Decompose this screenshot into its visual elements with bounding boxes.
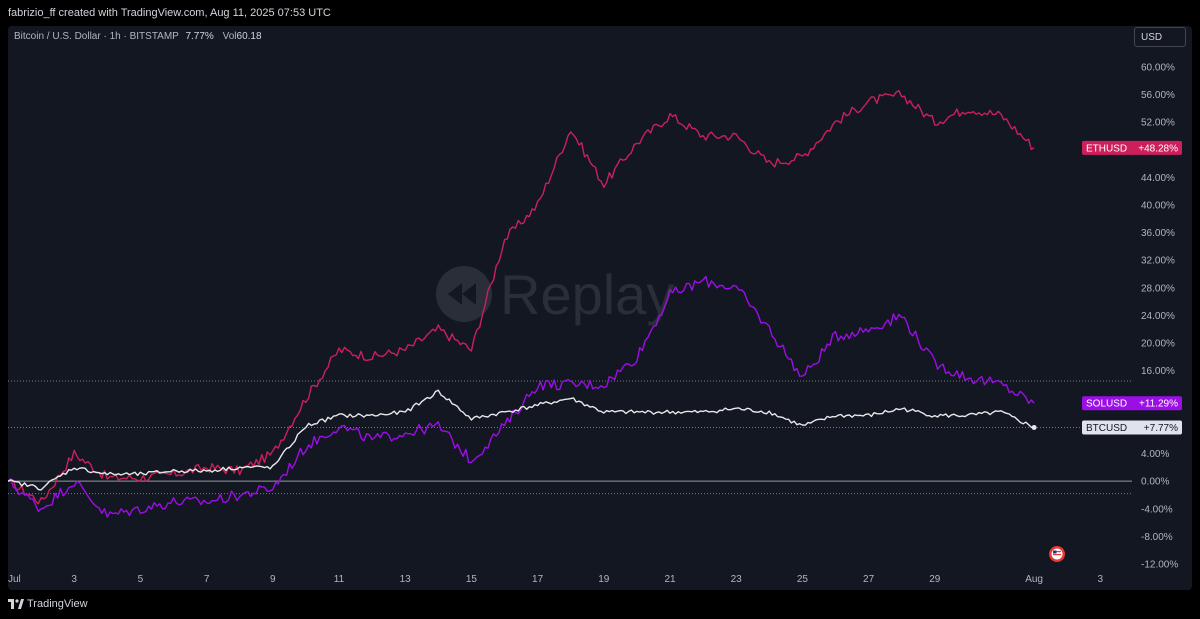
- legend-vol-label: Vol: [222, 31, 237, 42]
- legend-symbol: Bitcoin / U.S. Dollar · 1h · BITSTAMP: [14, 31, 179, 42]
- y-tick-label: 56.00%: [1141, 90, 1175, 101]
- y-tick-label: 4.00%: [1141, 449, 1169, 460]
- y-tick-label: 60.00%: [1141, 62, 1175, 73]
- x-tick-label: 9: [270, 574, 276, 585]
- currency-button[interactable]: USD: [1134, 27, 1186, 47]
- replay-watermark: Replay: [436, 263, 674, 326]
- watermark-text: Replay: [500, 263, 674, 326]
- series-line-solusd: [8, 275, 1035, 518]
- x-tick-label: Aug: [1025, 574, 1043, 585]
- series-tag-ethusd: ETHUSD +48.28%: [1082, 140, 1182, 155]
- series-tag-value: +48.28%: [1138, 143, 1178, 154]
- y-tick-label: -8.00%: [1141, 532, 1173, 543]
- tradingview-logo-icon: [8, 599, 24, 609]
- x-tick-label: 21: [664, 574, 676, 585]
- y-tick-label: 40.00%: [1141, 200, 1175, 211]
- tradingview-brand: TradingView: [27, 598, 88, 610]
- price-chart[interactable]: Replay 60.00%56.00%52.00%48.00%44.00%40.…: [8, 26, 1192, 590]
- y-tick-label: 36.00%: [1141, 228, 1175, 239]
- top-bar: fabrizio_ff created with TradingView.com…: [0, 0, 1200, 26]
- series-tag-btcusd: BTCUSD +7.77%: [1082, 420, 1182, 435]
- x-tick-label: 27: [863, 574, 875, 585]
- x-tick-label: 29: [929, 574, 941, 585]
- series-tag-solusd: SOLUSD +11.29%: [1082, 396, 1182, 411]
- x-tick-label: 3: [1098, 574, 1104, 585]
- y-tick-label: 32.00%: [1141, 256, 1175, 267]
- x-tick-label: 3: [71, 574, 77, 585]
- bottom-bar: TradingView: [0, 590, 1200, 619]
- us-flag-icon[interactable]: [1049, 546, 1065, 562]
- series-line-btcusd: [8, 389, 1035, 491]
- x-tick-label: Jul: [8, 574, 21, 585]
- legend-vol-value: 60.18: [236, 31, 262, 42]
- btcusd-last-point: [1031, 425, 1037, 431]
- series-tag-box: [1082, 420, 1182, 435]
- y-tick-label: 20.00%: [1141, 339, 1175, 350]
- series-tag-box: [1082, 396, 1182, 411]
- y-tick-label: 44.00%: [1141, 173, 1175, 184]
- legend-change: 7.77%: [185, 31, 214, 42]
- x-tick-label: 17: [532, 574, 544, 585]
- y-tick-label: 0.00%: [1141, 477, 1169, 488]
- y-tick-label: 24.00%: [1141, 311, 1175, 322]
- series-lines: [8, 89, 1037, 518]
- chart-legend: Bitcoin / U.S. Dollar · 1h · BITSTAMP 7.…: [14, 31, 262, 42]
- x-tick-label: 7: [204, 574, 210, 585]
- chart-panel[interactable]: Replay 60.00%56.00%52.00%48.00%44.00%40.…: [8, 26, 1192, 590]
- y-tick-label: -12.00%: [1141, 560, 1178, 571]
- reference-lines: [8, 380, 1132, 495]
- x-tick-label: 5: [138, 574, 144, 585]
- x-axis: Jul 3 5 7 9 11 13 15 17 19 21 23 25 27 29 Aug 3: [8, 574, 1104, 585]
- x-tick-label: 15: [466, 574, 478, 585]
- x-tick-label: 23: [731, 574, 743, 585]
- series-tag-box: [1082, 140, 1182, 155]
- series-line-ethusd: [8, 89, 1035, 505]
- y-axis: 60.00%56.00%52.00%48.00%44.00%40.00%36.0…: [1141, 62, 1178, 570]
- series-tag-name: SOLUSD: [1086, 399, 1127, 410]
- author-credit: fabrizio_ff created with TradingView.com…: [8, 7, 331, 19]
- series-tags: ETHUSD +48.28% SOLUSD +11.29% BTCUSD +7.77%: [1082, 140, 1182, 435]
- series-tag-value: +7.77%: [1144, 423, 1178, 434]
- series-tag-name: ETHUSD: [1086, 143, 1127, 154]
- series-tag-value: +11.29%: [1139, 399, 1178, 410]
- y-tick-label: -4.00%: [1141, 504, 1173, 515]
- x-tick-label: 13: [400, 574, 412, 585]
- x-tick-label: 11: [334, 574, 345, 585]
- y-tick-label: 28.00%: [1141, 283, 1175, 294]
- y-tick-label: 16.00%: [1141, 366, 1175, 377]
- series-tag-name: BTCUSD: [1086, 423, 1127, 434]
- replay-icon: [436, 266, 492, 322]
- x-tick-label: 25: [797, 574, 809, 585]
- x-tick-label: 19: [598, 574, 610, 585]
- y-tick-label: 52.00%: [1141, 118, 1175, 129]
